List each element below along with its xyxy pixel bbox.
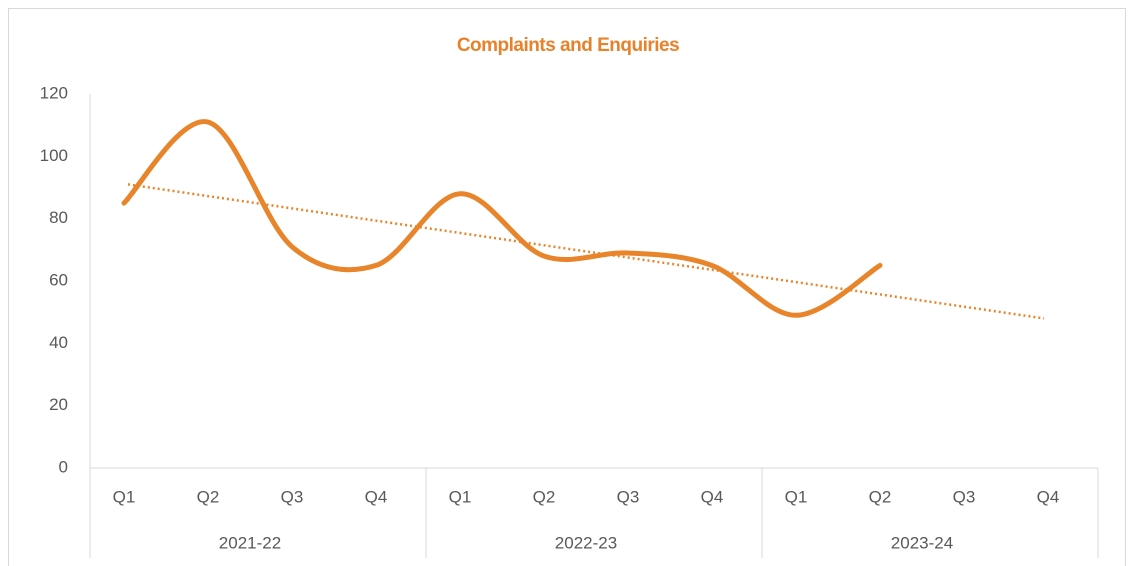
x-tick-label: Q4 bbox=[701, 487, 724, 506]
x-tick-label: Q1 bbox=[785, 487, 808, 506]
group-label: 2022-23 bbox=[555, 533, 617, 552]
group-label: 2023-24 bbox=[891, 533, 953, 552]
x-tick-label: Q2 bbox=[869, 487, 892, 506]
line bbox=[121, 119, 883, 318]
y-tick-label: 40 bbox=[49, 333, 68, 352]
x-tick-label: Q4 bbox=[1037, 487, 1060, 506]
y-tick-label: 60 bbox=[49, 270, 68, 289]
x-tick-label: Q2 bbox=[197, 487, 220, 506]
x-tick-label: Q1 bbox=[449, 487, 472, 506]
x-tick-label: Q1 bbox=[113, 487, 136, 506]
y-tick-label: 0 bbox=[59, 457, 68, 476]
x-tick-label: Q3 bbox=[953, 487, 976, 506]
trendline bbox=[127, 183, 1045, 320]
chart-title: Complaints and Enquiries bbox=[457, 35, 679, 56]
x-tick-label: Q3 bbox=[617, 487, 640, 506]
group-label: 2021-22 bbox=[219, 533, 281, 552]
x-tick-label: Q4 bbox=[365, 487, 388, 506]
chart-border bbox=[8, 8, 1126, 566]
x-tick-label: Q2 bbox=[533, 487, 556, 506]
y-tick-label: 80 bbox=[49, 208, 68, 227]
y-tick-label: 120 bbox=[40, 83, 68, 102]
y-tick-label: 100 bbox=[40, 146, 68, 165]
y-tick-label: 20 bbox=[49, 395, 68, 414]
x-tick-label: Q3 bbox=[281, 487, 304, 506]
